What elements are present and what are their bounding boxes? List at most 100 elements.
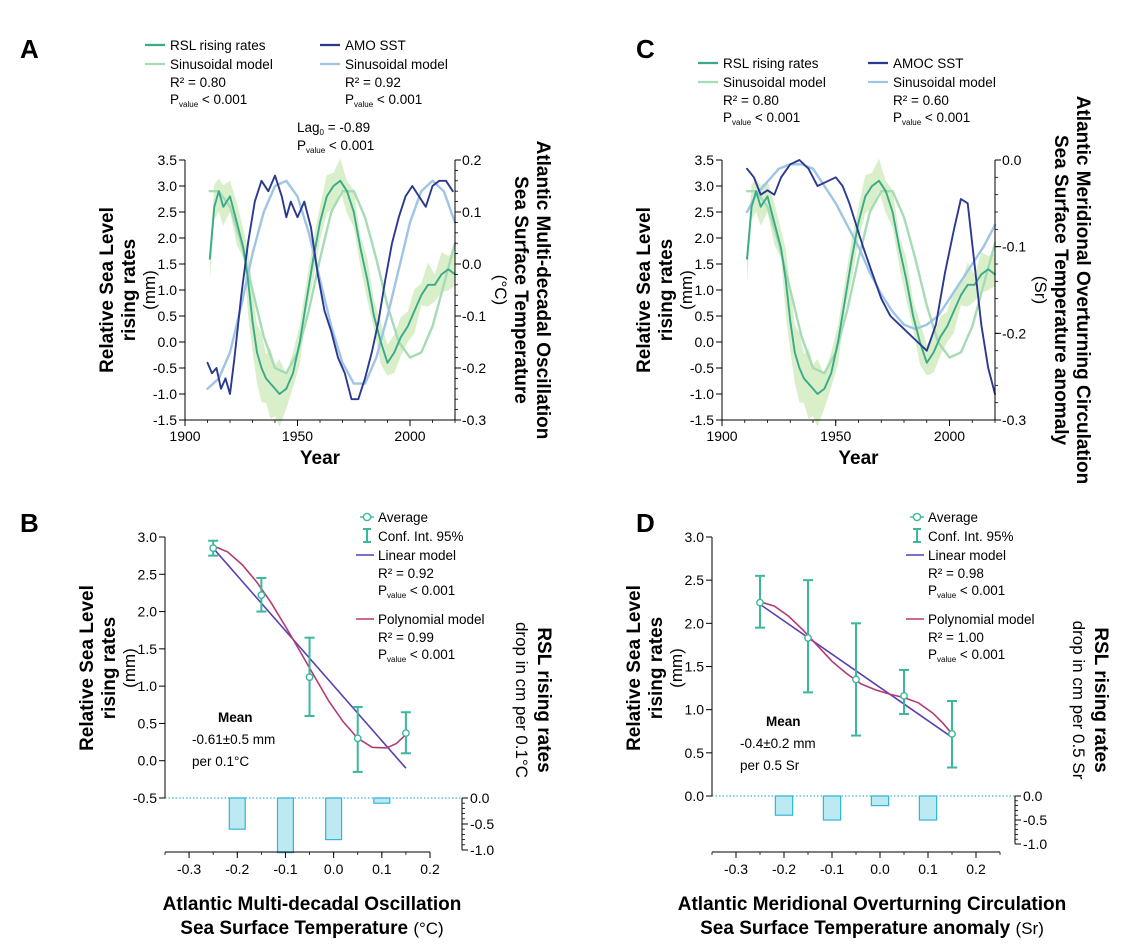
panel-a-left-tick-label: 3.5 xyxy=(158,152,178,168)
panel-c-series-0 xyxy=(746,179,996,395)
panel-a-left-tick-label: -1.0 xyxy=(153,386,177,402)
panel-b-left-tick-label: 2.0 xyxy=(138,604,158,620)
panel-b-x-tick-label: -0.1 xyxy=(273,861,297,877)
panel-d-x-title-main: Sea Surface Temperature anomaly xyxy=(700,918,1015,939)
panel-c-series-1 xyxy=(745,190,997,375)
panel-a-legend-label: RSL rising rates xyxy=(170,38,266,53)
panel-b-legend-poly: Polynomial model xyxy=(378,612,485,627)
panel-b-mean-unit: per 0.1°C xyxy=(192,754,249,769)
panel-c-right-tick-label: -0.2 xyxy=(1002,325,1026,341)
panel-a-right-tick-label: -0.1 xyxy=(462,308,486,324)
panel-c-right-tick-label: 0.0 xyxy=(1002,152,1022,168)
panel-d-legend-linear-stats-p: P xyxy=(928,583,937,598)
panel-b-bar-1 xyxy=(276,797,295,854)
panel-a-series-0 xyxy=(208,179,456,395)
panel-a-legend-label: Sinusoidal model xyxy=(170,57,273,72)
panel-c-legend-stats-0-p-sub: value xyxy=(732,118,752,127)
panel-c-y-title-line2: rising rates xyxy=(656,239,677,341)
panel-c-left-tick-label: -0.5 xyxy=(690,360,714,376)
panel-b-x-tick-label: -0.2 xyxy=(225,861,249,877)
panel-d-bar-3 xyxy=(918,795,938,821)
panel-c-left-tick-label: 0.5 xyxy=(695,308,715,324)
panel-c-x-tick-label: 1900 xyxy=(706,428,737,444)
panel-d-x-tick-label: -0.1 xyxy=(820,861,844,877)
panel-a-x-title: Year xyxy=(300,448,341,469)
panel-c-y-title-line1: Relative Sea Level xyxy=(634,207,655,373)
panel-a-series-3 xyxy=(206,179,457,390)
panel-b-y2-title-line2: drop in cm per 0.1°C xyxy=(512,622,531,778)
axes-layer xyxy=(159,159,1021,858)
panel-c-legend-stats-1-p-sub: value xyxy=(902,118,922,127)
panel-a-lag-word: Lag xyxy=(297,120,320,135)
panel-b-x-title-line1: Atlantic Multi-decadal Oscillation xyxy=(163,894,462,915)
panel-d-legend-ci: Conf. Int. 95% xyxy=(928,529,1014,544)
panel-c-left-tick-label: -1.0 xyxy=(690,386,714,402)
panel-b-legend-ci: Conf. Int. 95% xyxy=(378,529,464,544)
panel-c-right-tick-label: -0.3 xyxy=(1002,412,1026,428)
panel-b-point-2 xyxy=(305,673,314,682)
panel-a-legend-stats-1-p-sub: value xyxy=(354,100,374,109)
panel-d-left-tick-label: 0.0 xyxy=(685,788,705,804)
panel-a-left-tick-label: 0.0 xyxy=(158,334,178,350)
panel-a-left-tick-label: 3.0 xyxy=(158,178,178,194)
panel-d-x-tick-label: 0.2 xyxy=(966,861,986,877)
panel-c-y2-title-line2: Sea Surface Temperature anomaly xyxy=(1050,135,1071,446)
panel-d-mean-title: Mean xyxy=(766,714,801,729)
panel-d-polynomial-model xyxy=(759,601,953,735)
panel-b-x-tick-label: 0.1 xyxy=(372,861,392,877)
panel-a-y-unit: (mm) xyxy=(140,270,159,310)
panel-c-y2-title-line1: Atlantic Meridional Overturning Circulat… xyxy=(1072,96,1093,484)
panel-d-point-3 xyxy=(900,691,908,700)
panel-a-y-title-line2: rising rates xyxy=(119,239,140,341)
panel-b-legend-linear-stats-pvalue: Pvalue < 0.001 xyxy=(378,583,455,600)
panel-label-a: A xyxy=(20,34,39,64)
panel-b-left-tick-label: 0.5 xyxy=(138,715,158,731)
panel-a-left-tick-label: 1.0 xyxy=(158,282,178,298)
panel-b-left-tick-label: -0.5 xyxy=(133,790,157,806)
panel-d-bar-tick-label: 0.0 xyxy=(1023,788,1043,804)
panel-c-left-tick-label: 1.0 xyxy=(695,282,715,298)
panel-d-legend-linear-stats-pvalue: Pvalue < 0.001 xyxy=(928,583,1005,600)
panel-b-y2-title-line1: RSL rising rates xyxy=(533,627,554,772)
panel-d-legend-poly-stats-p-sub: value xyxy=(937,655,957,664)
panel-c-left-tick-label: 3.5 xyxy=(695,152,715,168)
panel-d-left-tick-label: 1.0 xyxy=(685,702,705,718)
panel-d-bar-tick-label: -0.5 xyxy=(1023,812,1047,828)
panel-a-right-tick-label: 0.2 xyxy=(462,152,482,168)
text-layer: -1.5 -1.0 -0.5 0.0 0.5 1.0 1.5 2.0 2.5 3.0 3.5 -0.3… xyxy=(77,38,1111,939)
panel-c-x-tick-label: 1950 xyxy=(820,428,851,444)
panel-b-legend-poly-stats-r2: R² = 0.99 xyxy=(378,630,434,645)
panel-c-legend-stats-0-p: P xyxy=(723,110,732,125)
panel-d-x-tick-label: 0.0 xyxy=(870,861,890,877)
panel-a-left-tick-label: -0.5 xyxy=(153,360,177,376)
panel-c-legend-stats-0-r2: R² = 0.80 xyxy=(723,93,779,108)
panel-c-left-tick-label: -1.5 xyxy=(690,412,714,428)
panel-a-right-tick-label: 0.0 xyxy=(462,256,482,272)
panel-b-point-0 xyxy=(209,544,218,553)
panel-c-right-tick-label: -0.1 xyxy=(1002,239,1026,255)
panel-a-right-tick-label: -0.2 xyxy=(462,360,486,376)
panel-a-legend-stats-0-p-sub: value xyxy=(179,100,199,109)
panel-b-left-tick-label: 0.0 xyxy=(138,753,158,769)
panel-b-x-title-line2: Sea Surface Temperature (°C) xyxy=(180,918,443,939)
panel-b-left-tick-label: 3.0 xyxy=(138,529,158,545)
panel-b-x-tick-label: -0.3 xyxy=(177,861,201,877)
panel-d-y-unit: (mm) xyxy=(667,648,686,688)
panel-b-polynomial-model xyxy=(212,545,407,749)
panel-label-b: B xyxy=(20,508,39,538)
panel-c-legend-label: Sinusoidal model xyxy=(723,75,826,90)
panel-c-left-tick-label: 3.0 xyxy=(695,178,715,194)
panel-a-legend-stats-0-pvalue: Pvalue < 0.001 xyxy=(170,92,247,109)
panel-b-mean-title: Mean xyxy=(218,710,253,725)
panel-d-x-tick-label: -0.2 xyxy=(772,861,796,877)
panel-a-legend-label: Sinusoidal model xyxy=(345,57,448,72)
panel-d-x-title-line1: Atlantic Meridional Overturning Circulat… xyxy=(678,894,1066,915)
panel-d-bar-2 xyxy=(870,795,890,807)
panel-b-left-tick-label: 1.5 xyxy=(138,641,158,657)
panel-a-right-tick-label: -0.3 xyxy=(462,412,486,428)
panel-c-y-unit: (mm) xyxy=(677,270,696,310)
panel-a-legend-stats-1-p-value: < 0.001 xyxy=(373,92,422,107)
panel-d-y-title-line2: rising rates xyxy=(646,617,667,719)
panel-b-legend-poly-stats-p-value: < 0.001 xyxy=(406,647,455,662)
panel-a-lag-pvalue-p: P xyxy=(297,138,306,153)
